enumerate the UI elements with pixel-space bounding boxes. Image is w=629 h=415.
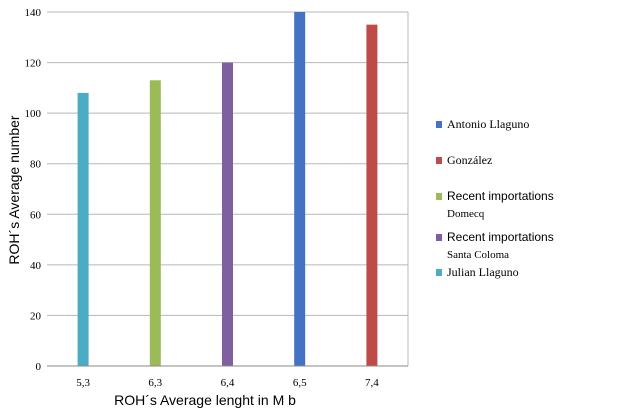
x-tick-label: 7,4 bbox=[365, 377, 379, 389]
bars bbox=[77, 12, 378, 367]
legend-label: Recent importations bbox=[447, 189, 554, 203]
legend-label: González bbox=[447, 153, 492, 167]
legend-label-line2: Domecq bbox=[447, 208, 485, 220]
x-axis-title: ROH´s Average lenght in M b bbox=[114, 392, 296, 408]
bar bbox=[294, 12, 306, 366]
y-tick-label: 0 bbox=[36, 361, 42, 373]
y-axis-title: ROH´s Average number bbox=[6, 115, 22, 264]
bar bbox=[77, 92, 89, 367]
y-tick-label: 40 bbox=[30, 260, 42, 272]
x-tick-label: 6,5 bbox=[293, 377, 307, 389]
legend-swatch bbox=[436, 269, 442, 276]
legend-swatch bbox=[436, 157, 442, 164]
x-tick-labels: 5,3 6,3 6,4 6,5 7,4 bbox=[76, 377, 379, 389]
y-tick-label: 80 bbox=[30, 159, 42, 171]
y-tick-label: 100 bbox=[25, 108, 42, 120]
legend-swatch bbox=[436, 234, 442, 241]
y-tick-label: 140 bbox=[25, 7, 42, 19]
bar bbox=[222, 62, 233, 366]
y-tick-labels: 0 20 40 60 80 100 120 140 bbox=[25, 7, 42, 373]
y-tick-label: 20 bbox=[30, 310, 42, 322]
legend-label-line2: Santa Coloma bbox=[447, 249, 509, 261]
y-tick-label: 120 bbox=[25, 58, 42, 70]
legend-label: Recent importations bbox=[447, 230, 554, 244]
legend-label: Antonio Llaguno bbox=[447, 117, 529, 131]
bar bbox=[149, 80, 161, 367]
legend-label: Julian Llaguno bbox=[447, 265, 519, 279]
x-tick-label: 6,4 bbox=[221, 377, 235, 389]
y-tick-label: 60 bbox=[30, 209, 42, 221]
legend-swatch bbox=[436, 193, 442, 200]
legend-swatch bbox=[436, 121, 442, 128]
bar bbox=[366, 24, 378, 367]
x-tick-label: 6,3 bbox=[148, 377, 162, 389]
legend: Antonio Llaguno González Recent importati… bbox=[436, 117, 554, 279]
x-tick-label: 5,3 bbox=[76, 377, 90, 389]
